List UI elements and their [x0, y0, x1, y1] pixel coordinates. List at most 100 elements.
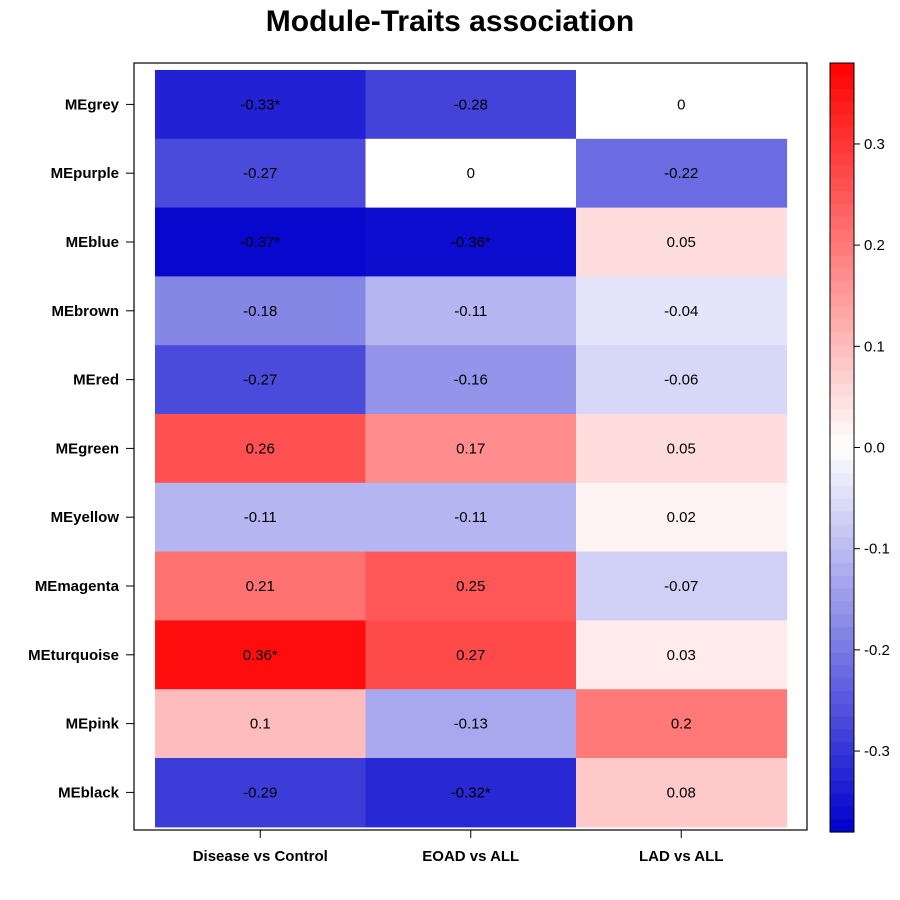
row-label: MEblue — [66, 234, 119, 251]
colorbar-tick-label: -0.2 — [864, 642, 890, 659]
heatmap-cells: -0.33* -0.28 0 -0.27 0 -0.22 -0.37* -0.36* 0.05 -… — [155, 70, 788, 828]
colorbar-swatch — [830, 319, 854, 333]
colorbar-swatch — [830, 614, 854, 628]
colorbar-swatch — [830, 537, 854, 551]
cell-label: 0.05 — [667, 234, 696, 251]
colorbar-swatch — [830, 819, 854, 833]
heatmap-cell — [155, 620, 367, 690]
colorbar-swatch — [830, 332, 854, 346]
row-label: MEyellow — [51, 509, 120, 526]
colorbar-swatch — [830, 652, 854, 666]
colorbar-swatch — [830, 447, 854, 461]
cell-label: 0.08 — [667, 784, 696, 801]
cell-label: -0.11 — [454, 303, 487, 320]
cell-label: 0.26 — [246, 440, 275, 457]
row-label: MEbrown — [52, 303, 120, 320]
colorbar-swatch — [830, 665, 854, 679]
colorbar-swatch — [830, 139, 854, 154]
colorbar-swatch — [830, 575, 854, 590]
colorbar-swatch — [830, 639, 854, 654]
cell-label: -0.11 — [244, 509, 277, 526]
heatmap-cell — [576, 482, 788, 553]
cell-label: 0.27 — [456, 647, 485, 664]
colorbar-swatch — [830, 268, 854, 282]
heatmap-cell — [576, 138, 788, 209]
colorbar-swatch — [830, 191, 854, 205]
colorbar-swatch — [830, 203, 854, 218]
heatmap-cell — [576, 207, 788, 277]
colorbar-swatch — [830, 127, 854, 141]
cell-label: -0.22 — [664, 165, 698, 182]
heatmap-cell — [155, 758, 367, 828]
colorbar-swatch — [830, 165, 854, 179]
heatmap-cell — [576, 758, 788, 828]
colorbar-tick-label: 0.1 — [864, 338, 885, 355]
colorbar-swatch — [830, 434, 854, 449]
row-labels: MEgrey MEpurple MEblue MEbrown MEred MEgreen M… — [28, 96, 134, 801]
cell-label: 0.2 — [671, 716, 692, 733]
colorbar-swatch — [830, 101, 854, 115]
colorbar-swatch — [830, 678, 854, 692]
heatmap-cell — [576, 414, 788, 484]
colorbar-swatch — [830, 755, 854, 769]
cell-label: -0.37* — [240, 234, 280, 251]
row-label: MEpink — [66, 716, 120, 733]
colorbar-swatch — [830, 626, 854, 641]
cell-label: -0.36* — [451, 234, 491, 251]
heatmap-cell — [155, 138, 367, 209]
heatmap-cell — [576, 689, 788, 759]
colorbar-swatch — [830, 780, 854, 795]
heatmap-cell — [155, 207, 367, 277]
colorbar-swatch — [830, 63, 854, 77]
colorbar-swatch — [830, 460, 854, 474]
colorbar-swatch — [830, 473, 854, 487]
colorbar-swatch — [830, 485, 854, 500]
colorbar-tick-label: 0.3 — [864, 136, 885, 153]
colorbar-swatch — [830, 216, 854, 231]
cell-label: -0.16 — [454, 372, 488, 389]
colorbar-swatch — [830, 396, 854, 410]
cell-label: 0.1 — [250, 716, 271, 733]
cell-label: -0.28 — [454, 96, 488, 113]
heatmap-cell — [155, 414, 367, 484]
row-label: MEblack — [58, 784, 120, 801]
column-label: LAD vs ALL — [639, 848, 723, 865]
colorbar: 0.3 0.2 0.1 0.0 -0.1 -0.2 -0.3 — [829, 62, 890, 833]
cell-label: 0 — [677, 96, 685, 113]
heatmap-cell — [365, 482, 577, 553]
colorbar-swatch — [830, 255, 854, 269]
cell-label: -0.32* — [451, 784, 491, 801]
colorbar-tick-label: -0.1 — [864, 541, 890, 558]
heatmap-cell — [576, 551, 788, 621]
heatmap-cell — [365, 551, 577, 621]
heatmap-cell — [155, 551, 367, 621]
colorbar-tick-label: 0.0 — [864, 440, 885, 457]
colorbar-swatch — [830, 306, 854, 320]
heatmap-cell — [365, 758, 577, 828]
chart-title: Module-Traits association — [266, 5, 634, 38]
colorbar-tick-label: 0.2 — [864, 237, 885, 254]
colorbar-swatch — [830, 409, 854, 423]
heatmap-cell — [365, 414, 577, 484]
colorbar-swatch — [830, 524, 854, 538]
heatmap-cell — [365, 345, 577, 415]
heatmap-cell — [365, 689, 577, 759]
colorbar-swatch — [830, 498, 854, 513]
row-label: MEmagenta — [35, 578, 120, 595]
colorbar-swatch — [830, 793, 854, 807]
heatmap-cell — [576, 345, 788, 415]
cell-label: 0.03 — [667, 647, 696, 664]
heatmap-cell — [155, 70, 367, 140]
row-label: MEturquoise — [28, 647, 119, 664]
colorbar-swatch — [830, 767, 854, 782]
colorbar-swatch — [830, 242, 854, 256]
colorbar-swatch — [830, 703, 854, 718]
colorbar-swatch — [830, 114, 854, 128]
heatmap-cell — [155, 345, 367, 415]
colorbar-swatch — [830, 344, 854, 359]
cell-label: 0.05 — [667, 440, 696, 457]
cell-label: -0.04 — [664, 303, 698, 320]
colorbar-swatch — [830, 88, 854, 103]
colorbar-swatch — [830, 229, 854, 244]
colorbar-swatch — [830, 421, 854, 436]
